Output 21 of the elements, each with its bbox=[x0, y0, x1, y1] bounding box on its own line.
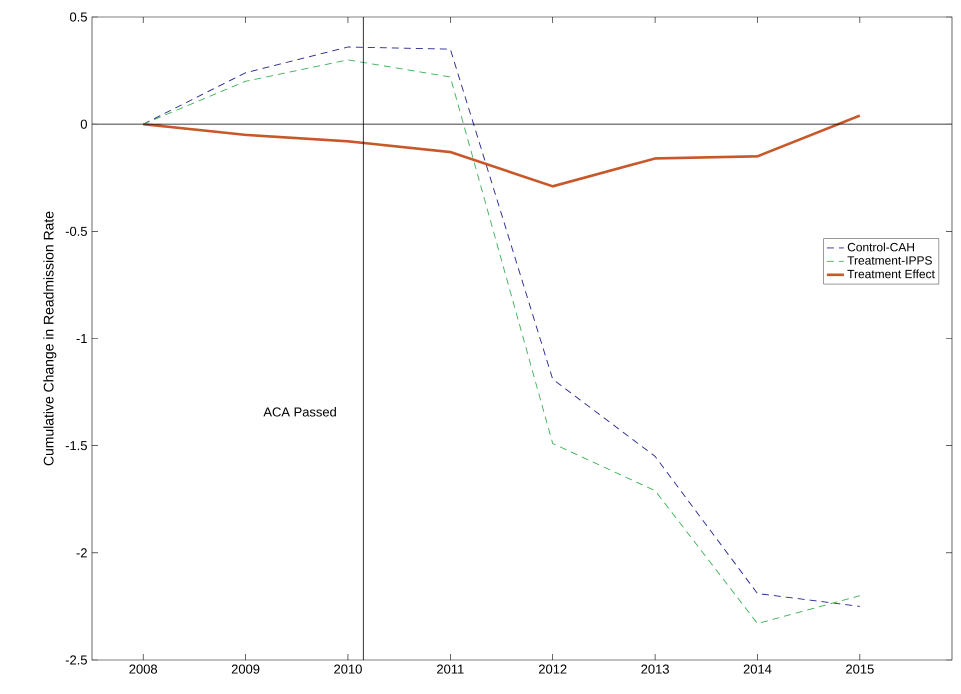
y-tick-label: 0 bbox=[80, 120, 87, 129]
y-tick-label: -1.5 bbox=[66, 441, 87, 450]
legend-label: Treatment-IPPS bbox=[847, 256, 932, 265]
x-tick-label: 2008 bbox=[129, 664, 158, 674]
x-tick-label: 2012 bbox=[538, 664, 566, 674]
ref-line-label: ACA Passed bbox=[263, 407, 336, 417]
x-tick-label: 2010 bbox=[334, 664, 362, 674]
y-tick-label: -0.5 bbox=[66, 226, 87, 236]
legend-label: Treatment Effect bbox=[847, 269, 935, 278]
x-tick-label: 2011 bbox=[437, 664, 464, 674]
x-tick-label: 2014 bbox=[744, 664, 772, 674]
x-tick-label: 2013 bbox=[641, 664, 669, 674]
y-axis-title: Cumulative Change in Readmission Rate bbox=[43, 212, 56, 466]
y-tick-label: 0.5 bbox=[70, 12, 87, 22]
y-tick-label: -2 bbox=[76, 548, 87, 558]
y-tick-label: -1 bbox=[76, 334, 87, 343]
legend-label: Control-CAH bbox=[848, 242, 914, 252]
x-tick-label: 2015 bbox=[846, 664, 874, 674]
x-tick-label: 2009 bbox=[232, 664, 260, 674]
line-series bbox=[142, 114, 862, 188]
y-tick-label: -2.5 bbox=[66, 655, 87, 665]
